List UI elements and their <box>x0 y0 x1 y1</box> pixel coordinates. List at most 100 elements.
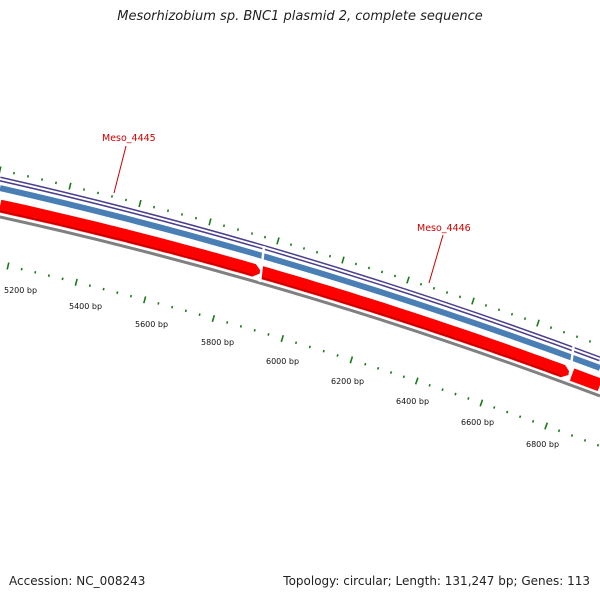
minor-tick <box>441 388 444 392</box>
minor-tick <box>194 216 198 220</box>
ring-gap-1 <box>258 245 266 283</box>
major-tick <box>211 314 216 323</box>
minor-tick <box>184 309 187 313</box>
gene-label-meso-4446[interactable]: Meso_4446 <box>417 223 471 234</box>
minor-tick <box>267 333 270 336</box>
major-tick <box>74 278 78 286</box>
minor-tick <box>40 178 44 181</box>
minor-tick <box>12 171 16 175</box>
minor-tick <box>180 213 184 216</box>
gene-label-meso-4445[interactable]: Meso_4445 <box>102 133 156 144</box>
minor-tick <box>445 291 449 294</box>
major-tick <box>406 276 410 284</box>
minor-tick <box>364 362 367 366</box>
tick-label: 6400 bp <box>396 397 429 406</box>
minor-tick <box>294 341 298 345</box>
gene-meso-4445-shadow <box>0 210 253 276</box>
major-tick <box>341 256 345 264</box>
leader-line-meso-4445 <box>113 145 127 194</box>
gene-meso-4445[interactable] <box>0 199 262 277</box>
minor-tick <box>575 335 579 339</box>
sequence-stats: Topology: circular; Length: 131,247 bp; … <box>283 574 590 588</box>
minor-tick <box>497 308 501 312</box>
tick-label: 5600 bp <box>135 320 168 329</box>
major-tick <box>143 296 147 304</box>
major-tick <box>280 334 285 343</box>
minor-tick <box>402 375 405 379</box>
gene-meso-4446-shadow <box>259 276 562 377</box>
minor-tick <box>596 443 600 447</box>
minor-tick <box>61 277 64 281</box>
minor-tick <box>253 328 256 332</box>
minor-tick <box>531 419 535 423</box>
inner-tick-row <box>6 262 600 447</box>
minor-tick <box>432 286 436 290</box>
minor-tick <box>96 191 100 195</box>
ring-gap-2 <box>567 342 576 381</box>
accession-text: Accession: NC_008243 <box>9 574 146 588</box>
minor-tick <box>380 270 384 274</box>
major-tick <box>0 166 2 174</box>
tick-label: 6800 bp <box>526 440 559 449</box>
tick-label: 5800 bp <box>201 338 234 347</box>
minor-tick <box>484 304 488 307</box>
major-tick <box>544 422 549 430</box>
map-title: Mesorhizobium sp. BNC1 plasmid 2, comple… <box>117 9 483 24</box>
minor-tick <box>322 349 325 353</box>
backbone-ring <box>0 215 600 398</box>
major-tick <box>68 182 72 190</box>
gene-meso-4446[interactable] <box>259 266 571 378</box>
major-tick <box>349 356 354 364</box>
minor-tick <box>518 415 522 419</box>
minor-tick <box>510 312 514 316</box>
minor-tick <box>110 195 114 198</box>
minor-tick <box>20 267 23 271</box>
minor-tick <box>302 247 306 250</box>
minor-tick <box>376 366 380 370</box>
second-feature-ring <box>0 185 600 371</box>
minor-tick <box>315 250 319 254</box>
minor-tick <box>308 345 311 349</box>
minor-tick <box>583 439 587 442</box>
minor-tick <box>102 287 105 291</box>
major-tick <box>208 218 212 226</box>
major-tick <box>414 377 419 385</box>
minor-tick <box>389 371 393 374</box>
tick-label: 6600 bp <box>461 418 494 427</box>
minor-tick <box>549 326 553 330</box>
tick-label: 5400 bp <box>69 302 102 311</box>
tick-label: 6000 bp <box>266 357 299 366</box>
minor-tick <box>88 284 91 288</box>
minor-tick <box>34 271 37 274</box>
major-tick <box>138 199 142 208</box>
minor-tick <box>393 274 397 278</box>
leader-line-meso-4446 <box>428 234 444 284</box>
minor-tick <box>588 340 592 343</box>
minor-tick <box>354 262 358 266</box>
minor-tick <box>367 266 371 270</box>
minor-tick <box>226 321 229 324</box>
outer-ring-gap <box>0 178 600 360</box>
tick-label: 5200 bp <box>4 286 37 295</box>
minor-tick <box>458 295 462 299</box>
minor-tick <box>328 254 332 258</box>
minor-tick <box>562 330 566 334</box>
minor-tick <box>454 392 457 396</box>
minor-tick <box>26 174 30 178</box>
minor-tick <box>428 383 431 387</box>
minor-tick <box>467 397 470 400</box>
major-tick <box>536 319 540 327</box>
minor-tick <box>336 354 339 357</box>
gene-next <box>569 368 600 392</box>
major-tick <box>471 297 475 305</box>
minor-tick <box>506 410 509 414</box>
minor-tick <box>250 232 254 235</box>
minor-tick <box>419 282 423 286</box>
minor-tick <box>82 188 86 191</box>
minor-tick <box>263 235 267 239</box>
major-tick <box>276 237 280 245</box>
minor-tick <box>239 324 242 328</box>
minor-tick <box>289 243 293 247</box>
major-tick <box>6 262 10 270</box>
